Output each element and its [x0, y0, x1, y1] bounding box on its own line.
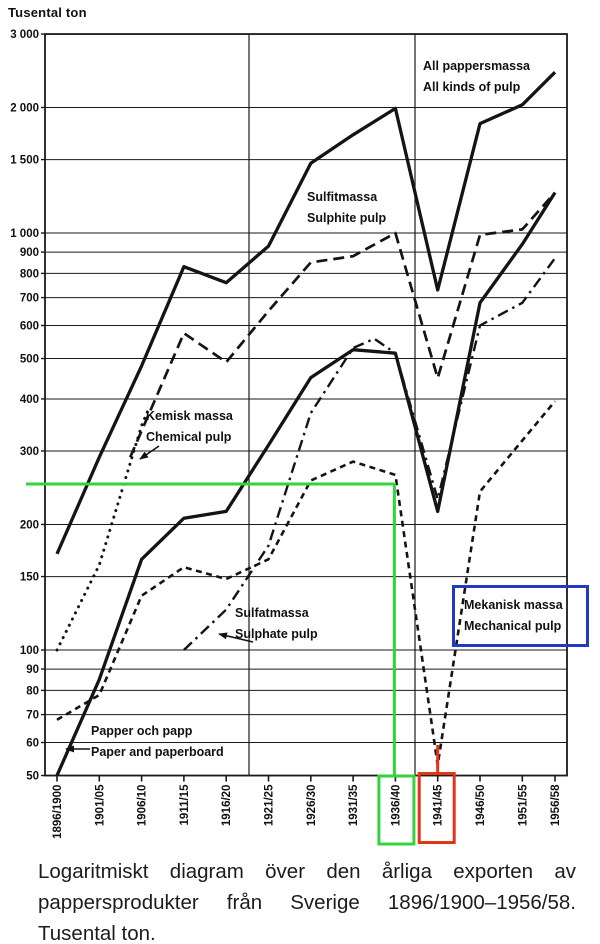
- y-tick-label-1000: 1 000: [10, 228, 39, 240]
- y-tick-label-1500: 1 500: [10, 155, 39, 167]
- y-tick-label-100: 100: [20, 645, 39, 657]
- y-tick-label-150: 150: [20, 572, 39, 584]
- mechanical-series-label: Mekanisk massa Mechanical pulp: [464, 598, 563, 633]
- green-reference-line: [26, 482, 396, 776]
- x-tick-label-1951-55: 1951/55: [517, 784, 529, 826]
- all-pulp-series-label: All pappersmassa All kinds of pulp: [423, 59, 530, 94]
- red-tick-highlight-box: [417, 772, 456, 845]
- y-tick-label-90: 90: [26, 664, 39, 676]
- series-line-sulphite: [128, 191, 557, 458]
- x-tick-label-1931-35: 1931/35: [348, 784, 360, 826]
- export-line-chart: 3 000 2 000 1 500 1 000 900 800 700 600 500 400 30…: [10, 29, 568, 846]
- y-tick-label-2000: 2 000: [10, 102, 39, 114]
- paper-series-label: Papper och papp Paper and paperboard: [91, 724, 224, 759]
- sulphite-series-label: Sulfitmassa Sulphite pulp: [307, 190, 387, 225]
- series-line-all-pulp: [55, 71, 557, 555]
- figure-caption: Logaritmiskt diagram över den årliga exp…: [38, 860, 576, 944]
- y-tick-label-80: 80: [26, 685, 39, 697]
- series-line-chemical: [55, 409, 150, 652]
- y-tick-label-50: 50: [26, 771, 39, 783]
- y-tick-label-3000: 3 000: [10, 29, 39, 41]
- x-tick-label-1926-30: 1926/30: [306, 785, 318, 827]
- y-tick-label-70: 70: [26, 710, 39, 722]
- x-tick-label-1916-20: 1916/20: [221, 785, 233, 827]
- axis-layer: 3 000 2 000 1 500 1 000 900 800 700 600 500 400 30…: [10, 29, 562, 839]
- y-tick-label-900: 900: [20, 247, 39, 259]
- x-tick-label-1956-58: 1956/58: [550, 784, 562, 826]
- grid-layer: [44, 33, 568, 777]
- y-tick-label-60: 60: [26, 738, 39, 750]
- series-line-paper: [55, 191, 557, 777]
- x-tick-label-1906-10: 1906/10: [137, 785, 149, 827]
- plot-frame: [44, 33, 568, 777]
- x-tick-label-1941-45: 1941/45: [433, 784, 445, 826]
- chemical-series-label: Kemisk massa Chemical pulp: [146, 409, 233, 444]
- sulphate-series-label: Sulfatmassa Sulphate pulp: [235, 606, 318, 641]
- y-tick-label-600: 600: [20, 321, 39, 333]
- label-arrows: [65, 445, 254, 753]
- x-tick-label-1921-25: 1921/25: [264, 784, 276, 826]
- y-tick-label-500: 500: [20, 354, 39, 366]
- series-layer: [55, 71, 557, 777]
- y-tick-label-800: 800: [20, 268, 39, 280]
- y-axis-title: Tusental ton: [8, 5, 87, 20]
- mechanical-pulp-highlight-box: Mekanisk massa Mechanical pulp: [452, 585, 589, 647]
- green-tick-highlight-box: [377, 774, 416, 846]
- x-tick-label-1936-40: 1936/40: [390, 785, 402, 827]
- sulphate-pulp-label-arrow: [218, 632, 254, 643]
- y-tick-label-700: 700: [20, 293, 39, 305]
- x-tick-label-1911-15: 1911/15: [179, 784, 191, 826]
- x-tick-label-1946-50: 1946/50: [475, 785, 487, 827]
- x-tick-label-1896-1900: 1896/1900: [52, 785, 64, 839]
- y-tick-label-300: 300: [20, 446, 39, 458]
- chemical-pulp-label-arrow: [139, 445, 160, 460]
- y-tick-label-200: 200: [20, 519, 39, 531]
- y-tick-label-400: 400: [20, 394, 39, 406]
- annotation-layer: [26, 482, 456, 846]
- x-tick-label-1901-05: 1901/05: [94, 784, 106, 826]
